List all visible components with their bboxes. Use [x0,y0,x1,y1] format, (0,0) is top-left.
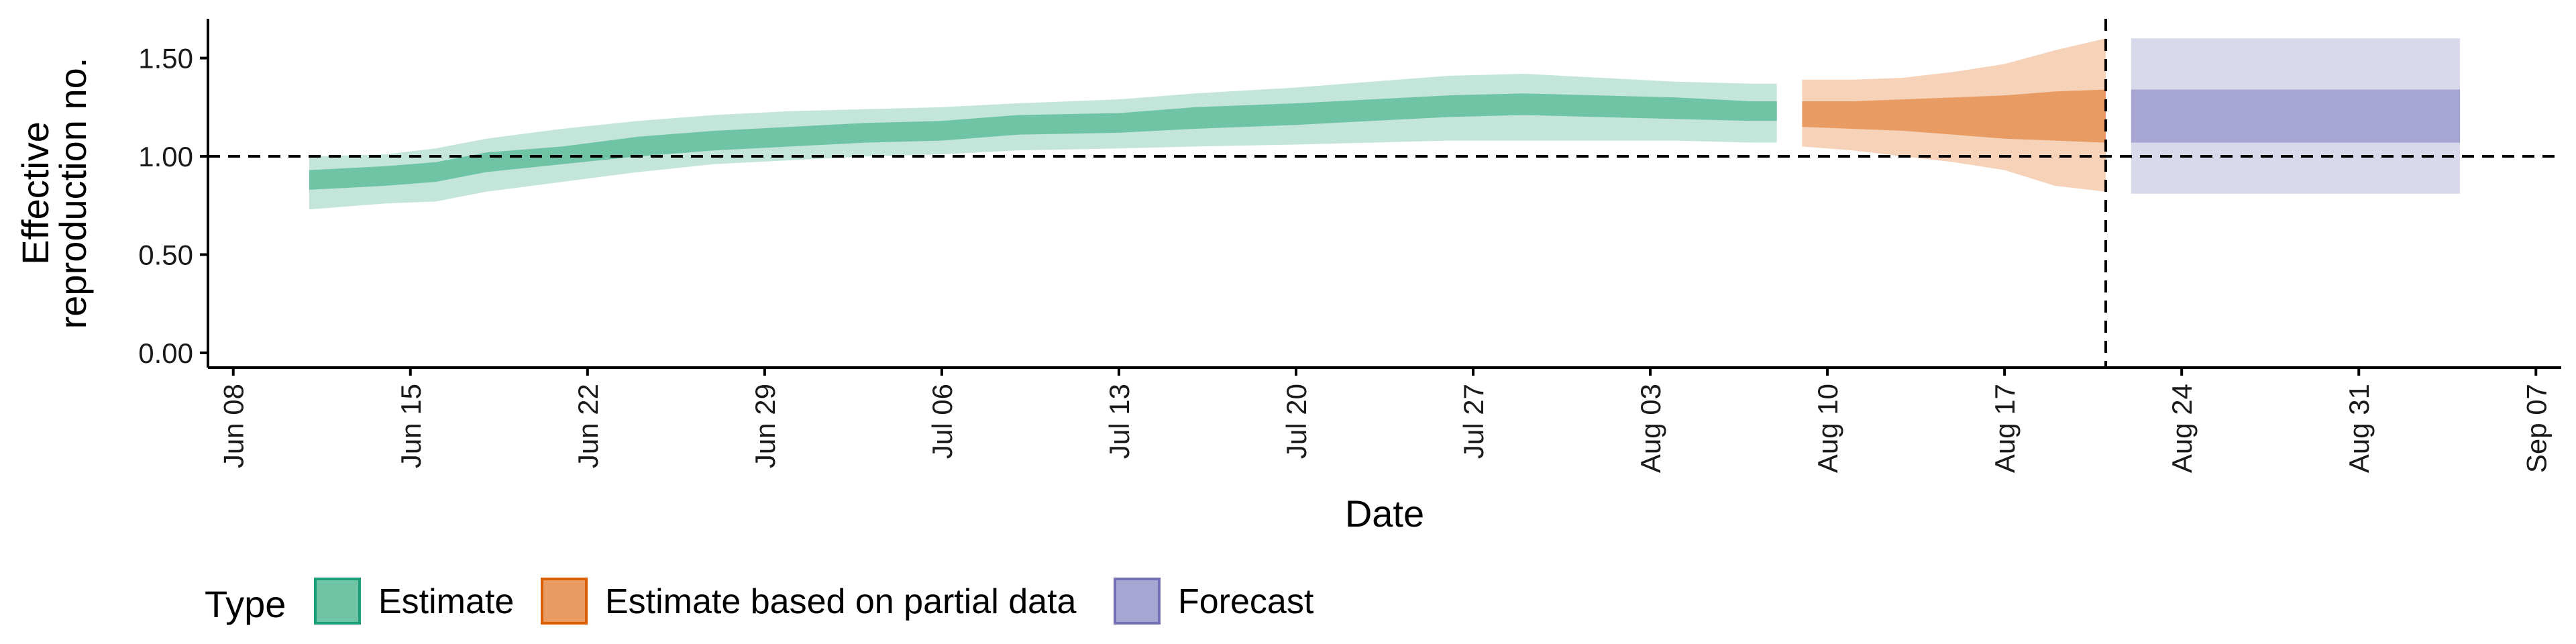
x-tick-label: Aug 10 [1812,384,1843,473]
legend-swatch [541,578,588,625]
series-1 [1802,38,2106,192]
band-90-0 [309,74,1777,210]
x-axis-ticks: Jun 08 Jun 15 Jun 22 Jun 29 Jul 06 Jul 13 Jul … [218,368,2552,473]
x-tick-label: Aug 03 [1635,384,1666,473]
y-axis-ticks: 0.00 0.50 1.00 1.50 [138,43,208,369]
legend-label: Forecast [1178,582,1314,621]
legend-swatch [314,578,361,625]
band-50-0 [309,93,1777,190]
x-axis-title: Date [1345,492,1424,535]
legend: Type Estimate Estimate based on partial d… [205,578,1314,625]
x-tick-label: Jun 22 [572,384,604,468]
series-2 [2131,38,2461,194]
y-tick-label: 0.00 [138,337,193,369]
legend-label: Estimate based on partial data [605,582,1077,621]
y-tick-label: 1.00 [138,141,193,172]
x-tick-label: Jul 27 [1458,384,1489,459]
band-50-2 [2131,89,2461,143]
legend-title: Type [205,583,286,625]
uncertainty-bands [309,38,2461,210]
band-50-1 [1802,89,2106,143]
x-tick-label: Jun 15 [395,384,427,468]
y-tick-label: 0.50 [138,239,193,271]
legend-swatch [1114,578,1161,625]
x-tick-label: Jul 20 [1281,384,1312,459]
x-tick-label: Sep 07 [2520,384,2552,473]
x-tick-label: Jun 08 [218,384,250,468]
x-tick-label: Aug 17 [1989,384,2021,473]
y-axis-title-line-2: reproduction no. [52,58,94,329]
legend-label: Estimate [378,582,514,621]
series-0 [309,74,1777,210]
x-tick-label: Jul 06 [926,384,958,459]
x-tick-label: Jun 29 [749,384,781,468]
x-tick-label: Jul 13 [1104,384,1135,459]
x-tick-label: Aug 31 [2343,384,2375,473]
y-tick-label: 1.50 [138,43,193,74]
y-axis-title-line-1: Effective [14,121,56,265]
x-tick-label: Aug 24 [2166,384,2198,473]
